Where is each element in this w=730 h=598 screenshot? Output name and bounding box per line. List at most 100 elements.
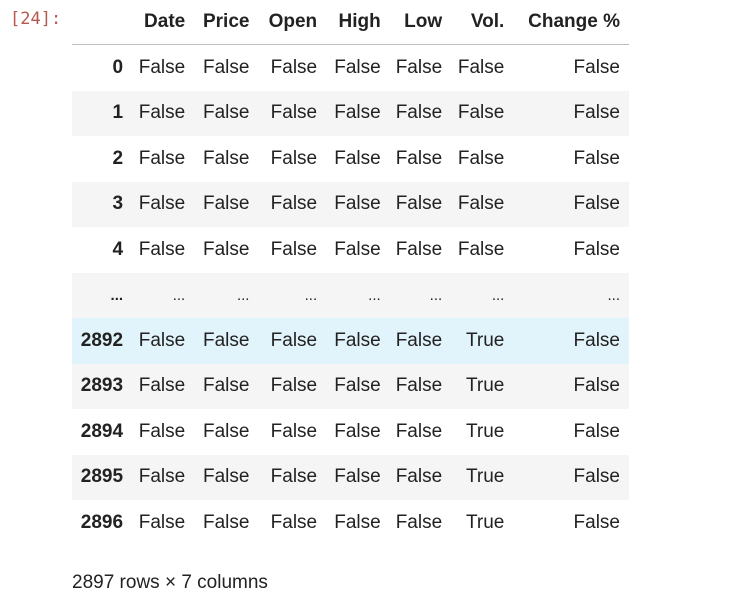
table-row: 3 False False False False False False False [72, 181, 629, 227]
table-row: 2895 False False False False False True False [72, 454, 629, 500]
column-header-open: Open [254, 0, 323, 45]
table-cell: False [270, 466, 318, 488]
table-row: 4 False False False False False False False [72, 227, 629, 273]
column-header-change: Change % [509, 0, 629, 45]
column-header-high: High [322, 0, 386, 45]
table-cell: False [457, 56, 505, 78]
row-index: 3 [112, 193, 124, 215]
table-cell: False [395, 375, 443, 397]
table-body: 0 False False False False False False False 1 Fal… [72, 45, 629, 546]
table-cell: True [465, 466, 505, 488]
table-cell: False [334, 420, 381, 442]
table-header: Date Price Open High Low Vol. Change % [72, 0, 629, 45]
table-cell: False [395, 56, 443, 78]
table-cell: False [138, 466, 186, 488]
table-cell: False [270, 238, 318, 260]
table-cell: ... [304, 286, 318, 304]
table-cell: False [457, 147, 505, 169]
table-cell: False [395, 102, 443, 124]
table-cell: False [138, 375, 186, 397]
table-row: 2896 False False False False False True False [72, 500, 629, 546]
table-row: 2893 False False False False False True False [72, 363, 629, 409]
table-cell: True [465, 329, 505, 351]
table-cell: ... [491, 286, 505, 304]
table-cell: False [395, 511, 443, 533]
table-cell: False [203, 329, 250, 351]
table-cell: False [334, 238, 381, 260]
table-row: 0 False False False False False False False [72, 45, 629, 91]
table-cell: False [203, 420, 250, 442]
column-header-price: Price [190, 0, 255, 45]
row-index: 2 [112, 147, 124, 169]
row-index: 2896 [80, 511, 124, 533]
table-cell: False [573, 56, 620, 78]
row-index: 2894 [80, 420, 124, 442]
table-cell: False [203, 102, 250, 124]
table-cell: False [270, 102, 318, 124]
table-cell: False [138, 238, 186, 260]
table-cell: ... [429, 286, 443, 304]
row-index: 2893 [80, 375, 124, 397]
header-row: Date Price Open High Low Vol. Change % [72, 0, 629, 45]
cell-prompt: [24]: [10, 9, 62, 29]
column-header-low: Low [385, 0, 448, 45]
table-cell: ... [607, 286, 620, 304]
table-cell: False [270, 329, 318, 351]
row-index: 2895 [80, 466, 124, 488]
table-cell: False [573, 147, 620, 169]
table-cell: False [334, 102, 381, 124]
column-header-vol: Vol. [447, 0, 510, 45]
table-cell: False [573, 466, 620, 488]
table-cell: False [573, 193, 620, 215]
table-cell: False [395, 329, 443, 351]
table-cell: False [395, 193, 443, 215]
row-index: 1 [112, 102, 124, 124]
cell-output: Date Price Open High Low Vol. Change % 0… [72, 0, 629, 546]
table-cell: True [465, 375, 505, 397]
table-cell: False [395, 238, 443, 260]
table-cell: False [334, 466, 381, 488]
table-cell: False [203, 375, 250, 397]
table-cell: False [270, 511, 318, 533]
table-cell: False [270, 193, 318, 215]
dataframe-shape: 2897 rows × 7 columns [72, 572, 268, 593]
table-cell: False [203, 238, 250, 260]
table-cell: False [457, 238, 505, 260]
table-cell: False [203, 511, 250, 533]
table-row: 2894 False False False False False True False [72, 409, 629, 455]
table-cell: False [270, 56, 318, 78]
table-cell: False [203, 56, 250, 78]
table-cell: False [270, 420, 318, 442]
table-cell: False [138, 147, 186, 169]
row-index: 4 [112, 238, 124, 260]
table-cell: True [465, 420, 505, 442]
table-row: 1 False False False False False False False [72, 90, 629, 136]
table-cell: False [138, 193, 186, 215]
table-cell: False [573, 511, 620, 533]
dataframe-table: Date Price Open High Low Vol. Change % 0… [72, 0, 629, 546]
table-cell: False [395, 466, 443, 488]
table-cell: ... [368, 286, 381, 304]
table-row: 2892 False False False False False True False [72, 318, 629, 364]
table-cell: False [457, 193, 505, 215]
table-cell: False [334, 375, 381, 397]
row-index: 0 [112, 56, 124, 78]
table-cell: False [334, 147, 381, 169]
row-index: ... [110, 286, 124, 304]
table-cell: ... [236, 286, 250, 304]
table-cell: False [457, 102, 505, 124]
table-cell: False [270, 147, 318, 169]
column-header-date: Date [128, 0, 191, 45]
table-cell: False [203, 466, 250, 488]
table-cell: False [573, 102, 620, 124]
table-cell: False [138, 329, 186, 351]
table-cell: False [138, 102, 186, 124]
table-cell: False [138, 511, 186, 533]
table-cell: ... [172, 286, 186, 304]
table-cell: False [573, 329, 620, 351]
table-cell: False [573, 420, 620, 442]
table-row: ........................ [72, 272, 629, 318]
table-cell: False [334, 329, 381, 351]
table-row: 2 False False False False False False False [72, 136, 629, 182]
table-cell: True [465, 511, 505, 533]
